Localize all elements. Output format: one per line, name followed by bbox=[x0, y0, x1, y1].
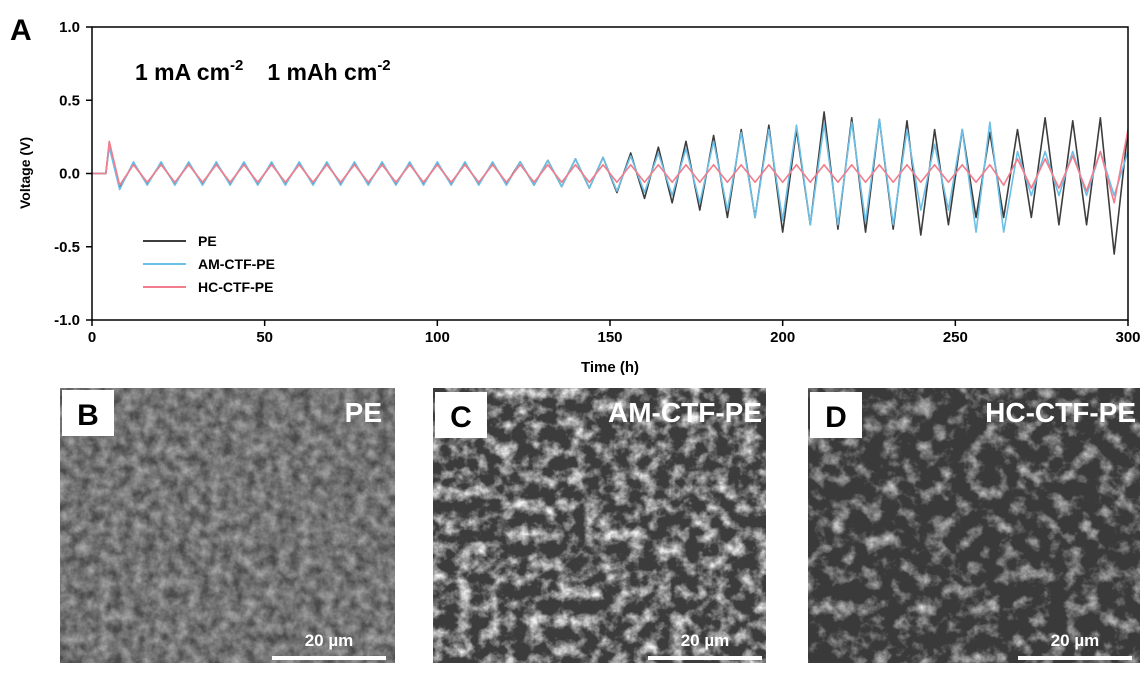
x-tick-label: 250 bbox=[943, 329, 968, 346]
annotation: 1 mA cm-2 1 mAh cm-2 bbox=[135, 57, 391, 85]
sem-panel: C AM-CTF-PE 20 µm bbox=[433, 388, 766, 663]
y-tick-label: 0.5 bbox=[59, 92, 80, 109]
sem-panel: D HC-CTF-PE 20 µm bbox=[808, 388, 1140, 663]
y-axis-label: Voltage (V) bbox=[17, 137, 33, 209]
panel-label: A bbox=[10, 14, 32, 47]
y-tick-label: -0.5 bbox=[54, 239, 80, 256]
legend-label: PE bbox=[198, 233, 217, 249]
scale-bar-label: 20 µm bbox=[305, 631, 354, 650]
sem-image bbox=[808, 388, 1140, 663]
y-tick-label: -1.0 bbox=[54, 312, 80, 329]
panel-label: C bbox=[450, 401, 472, 434]
label-box bbox=[435, 392, 487, 438]
x-axis-label: Time (h) bbox=[581, 359, 639, 376]
panel-title: HC-CTF-PE bbox=[985, 397, 1136, 428]
y-tick-label: 1.0 bbox=[59, 19, 80, 36]
label-box bbox=[62, 390, 114, 436]
sem-panel: B PE 20 µm bbox=[60, 388, 395, 663]
x-tick-label: 50 bbox=[256, 329, 273, 346]
series-line bbox=[92, 111, 1128, 255]
x-tick-label: 100 bbox=[425, 329, 450, 346]
annotation-superscript: -2 bbox=[230, 57, 243, 74]
x-tick-label: 150 bbox=[597, 329, 622, 346]
x-tick-label: 300 bbox=[1115, 329, 1140, 346]
annotation-text: 1 mAh cm bbox=[267, 59, 377, 85]
panel-title: PE bbox=[345, 397, 382, 428]
x-tick-label: 200 bbox=[770, 329, 795, 346]
series-line bbox=[92, 118, 1128, 233]
annotation-text: 1 mA cm bbox=[135, 59, 230, 85]
annotation-superscript: -2 bbox=[377, 57, 390, 74]
label-box bbox=[810, 392, 862, 438]
panel-label: B bbox=[77, 399, 99, 432]
sem-image bbox=[433, 388, 766, 663]
y-tick-label: 0.0 bbox=[59, 166, 80, 183]
sem-image bbox=[60, 388, 395, 663]
x-tick-label: 0 bbox=[88, 329, 96, 346]
legend-label: AM-CTF-PE bbox=[198, 256, 275, 272]
legend-label: HC-CTF-PE bbox=[198, 279, 273, 295]
series-line bbox=[92, 129, 1128, 204]
panel-title: AM-CTF-PE bbox=[608, 397, 762, 428]
scale-bar-label: 20 µm bbox=[681, 631, 730, 650]
voltage-chart: 1 mA cm-2 1 mAh cm-2 Voltage (V) Time (h)… bbox=[17, 19, 1141, 376]
scale-bar-label: 20 µm bbox=[1051, 631, 1100, 650]
panel-label: D bbox=[825, 401, 847, 434]
series-group bbox=[92, 111, 1128, 255]
